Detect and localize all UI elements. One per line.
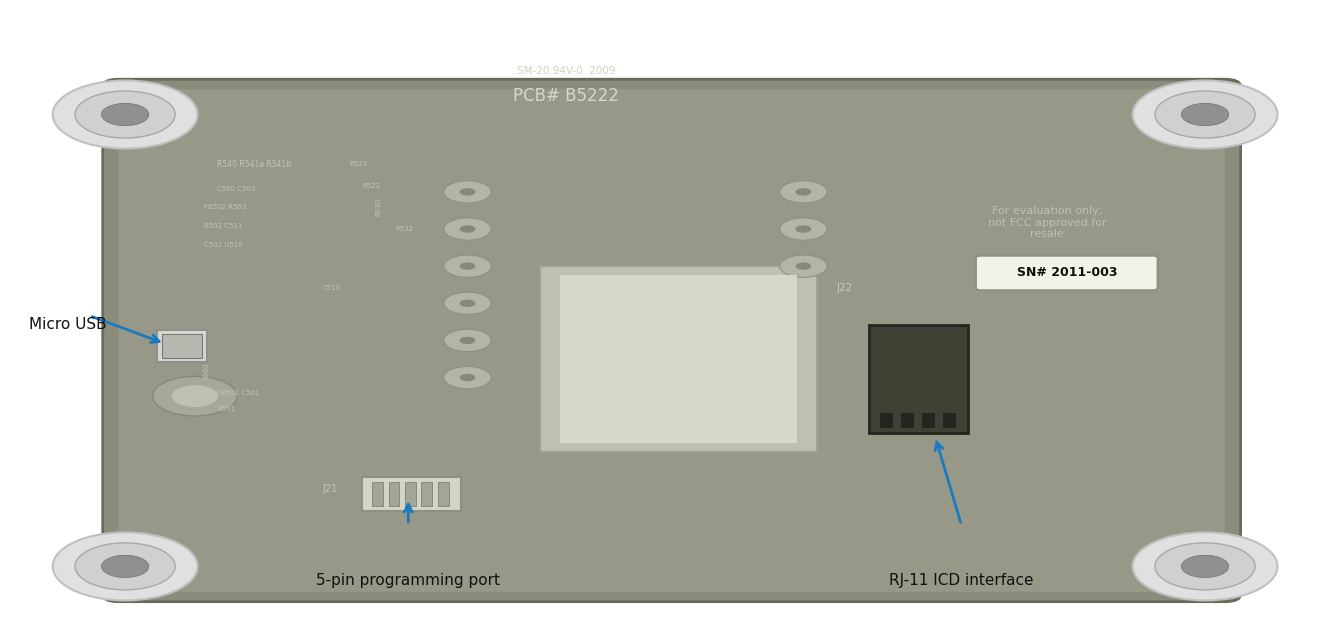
Text: SN# 2011-003: SN# 2011-003: [1017, 266, 1117, 280]
Circle shape: [780, 218, 827, 240]
Text: PCB# B5222: PCB# B5222: [514, 87, 619, 105]
Text: R521: R521: [362, 183, 381, 189]
Bar: [389, 482, 399, 506]
Circle shape: [171, 385, 219, 407]
Circle shape: [1133, 532, 1277, 600]
Circle shape: [460, 262, 475, 270]
Circle shape: [795, 188, 811, 196]
Circle shape: [795, 262, 811, 270]
Text: R501: R501: [217, 405, 236, 412]
Text: J600: J600: [204, 363, 211, 379]
Circle shape: [101, 555, 149, 578]
Circle shape: [101, 103, 149, 126]
Bar: [362, 477, 461, 511]
Circle shape: [444, 292, 491, 314]
Circle shape: [1155, 543, 1255, 590]
Text: FB501 C501: FB501 C501: [217, 390, 259, 396]
Text: R502 C511: R502 C511: [204, 223, 242, 229]
Bar: [437, 482, 449, 506]
Bar: [162, 334, 202, 358]
Circle shape: [460, 188, 475, 196]
Bar: [560, 275, 797, 443]
Bar: [406, 482, 416, 506]
Text: R532: R532: [395, 226, 414, 232]
Circle shape: [153, 376, 237, 416]
Text: R530: R530: [375, 198, 382, 217]
Circle shape: [1133, 80, 1277, 149]
Bar: [901, 413, 914, 428]
Circle shape: [53, 80, 198, 149]
Text: SM-20.94V-0  2009: SM-20.94V-0 2009: [518, 66, 615, 76]
Text: R540 R541a R541b: R540 R541a R541b: [217, 160, 291, 168]
FancyBboxPatch shape: [103, 79, 1241, 602]
Circle shape: [1181, 103, 1229, 126]
Text: J22: J22: [836, 283, 852, 293]
Bar: [373, 482, 383, 506]
Bar: [540, 266, 817, 452]
Circle shape: [53, 532, 198, 600]
Text: C502 U510: C502 U510: [204, 241, 242, 248]
Circle shape: [460, 337, 475, 344]
Circle shape: [1181, 555, 1229, 578]
Text: C510: C510: [323, 285, 341, 291]
Circle shape: [444, 366, 491, 389]
Bar: [157, 330, 207, 362]
Text: J21: J21: [323, 484, 338, 494]
Circle shape: [444, 255, 491, 277]
Circle shape: [460, 300, 475, 307]
Circle shape: [444, 181, 491, 203]
Text: Micro USB: Micro USB: [29, 318, 107, 332]
Text: 5-pin programming port: 5-pin programming port: [316, 573, 500, 588]
Bar: [421, 482, 432, 506]
Circle shape: [780, 181, 827, 203]
Circle shape: [444, 329, 491, 352]
Text: R533: R533: [349, 161, 367, 167]
FancyBboxPatch shape: [119, 89, 1225, 592]
FancyBboxPatch shape: [976, 256, 1158, 290]
Text: RJ-11 ICD interface: RJ-11 ICD interface: [889, 573, 1034, 588]
Circle shape: [460, 374, 475, 381]
Text: For evaluation only;
not FCC approved for
resale: For evaluation only; not FCC approved fo…: [988, 206, 1106, 240]
Circle shape: [75, 543, 175, 590]
Circle shape: [780, 255, 827, 277]
Circle shape: [460, 225, 475, 233]
Bar: [869, 325, 968, 433]
Bar: [922, 413, 935, 428]
Bar: [880, 413, 893, 428]
Text: C500 C503: C500 C503: [217, 186, 255, 192]
Circle shape: [444, 218, 491, 240]
Bar: [943, 413, 956, 428]
Text: FB502 R503: FB502 R503: [204, 204, 246, 210]
Circle shape: [1155, 91, 1255, 138]
Circle shape: [75, 91, 175, 138]
Circle shape: [795, 225, 811, 233]
